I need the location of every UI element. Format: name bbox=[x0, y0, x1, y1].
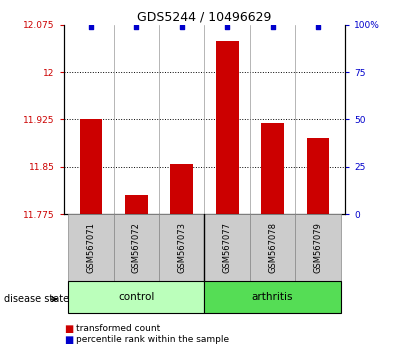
Point bbox=[178, 24, 185, 29]
Point bbox=[88, 24, 94, 29]
Text: percentile rank within the sample: percentile rank within the sample bbox=[76, 335, 229, 344]
Bar bbox=[171, 164, 193, 214]
Bar bbox=[125, 195, 148, 214]
Point bbox=[224, 24, 231, 29]
Text: arthritis: arthritis bbox=[252, 292, 293, 302]
Text: disease state: disease state bbox=[4, 294, 69, 304]
Title: GDS5244 / 10496629: GDS5244 / 10496629 bbox=[137, 11, 272, 24]
Bar bbox=[80, 120, 102, 214]
Bar bbox=[261, 122, 284, 214]
Bar bbox=[205, 281, 341, 313]
Text: GSM567073: GSM567073 bbox=[177, 222, 186, 273]
Text: GSM567077: GSM567077 bbox=[223, 222, 232, 273]
Text: transformed count: transformed count bbox=[76, 324, 160, 333]
Text: control: control bbox=[118, 292, 155, 302]
Text: GSM567072: GSM567072 bbox=[132, 222, 141, 273]
Text: GSM567071: GSM567071 bbox=[86, 222, 95, 273]
Text: ■: ■ bbox=[64, 335, 73, 345]
Text: GSM567078: GSM567078 bbox=[268, 222, 277, 273]
Point bbox=[269, 24, 276, 29]
Bar bbox=[216, 41, 238, 214]
Point bbox=[315, 24, 321, 29]
Bar bbox=[159, 214, 205, 281]
Bar bbox=[307, 138, 329, 214]
Bar bbox=[68, 281, 205, 313]
Bar bbox=[250, 214, 295, 281]
Text: GSM567079: GSM567079 bbox=[314, 222, 323, 273]
Bar bbox=[205, 214, 250, 281]
Bar bbox=[68, 214, 114, 281]
Bar bbox=[295, 214, 341, 281]
Bar bbox=[114, 214, 159, 281]
Text: ■: ■ bbox=[64, 324, 73, 333]
Point bbox=[133, 24, 140, 29]
